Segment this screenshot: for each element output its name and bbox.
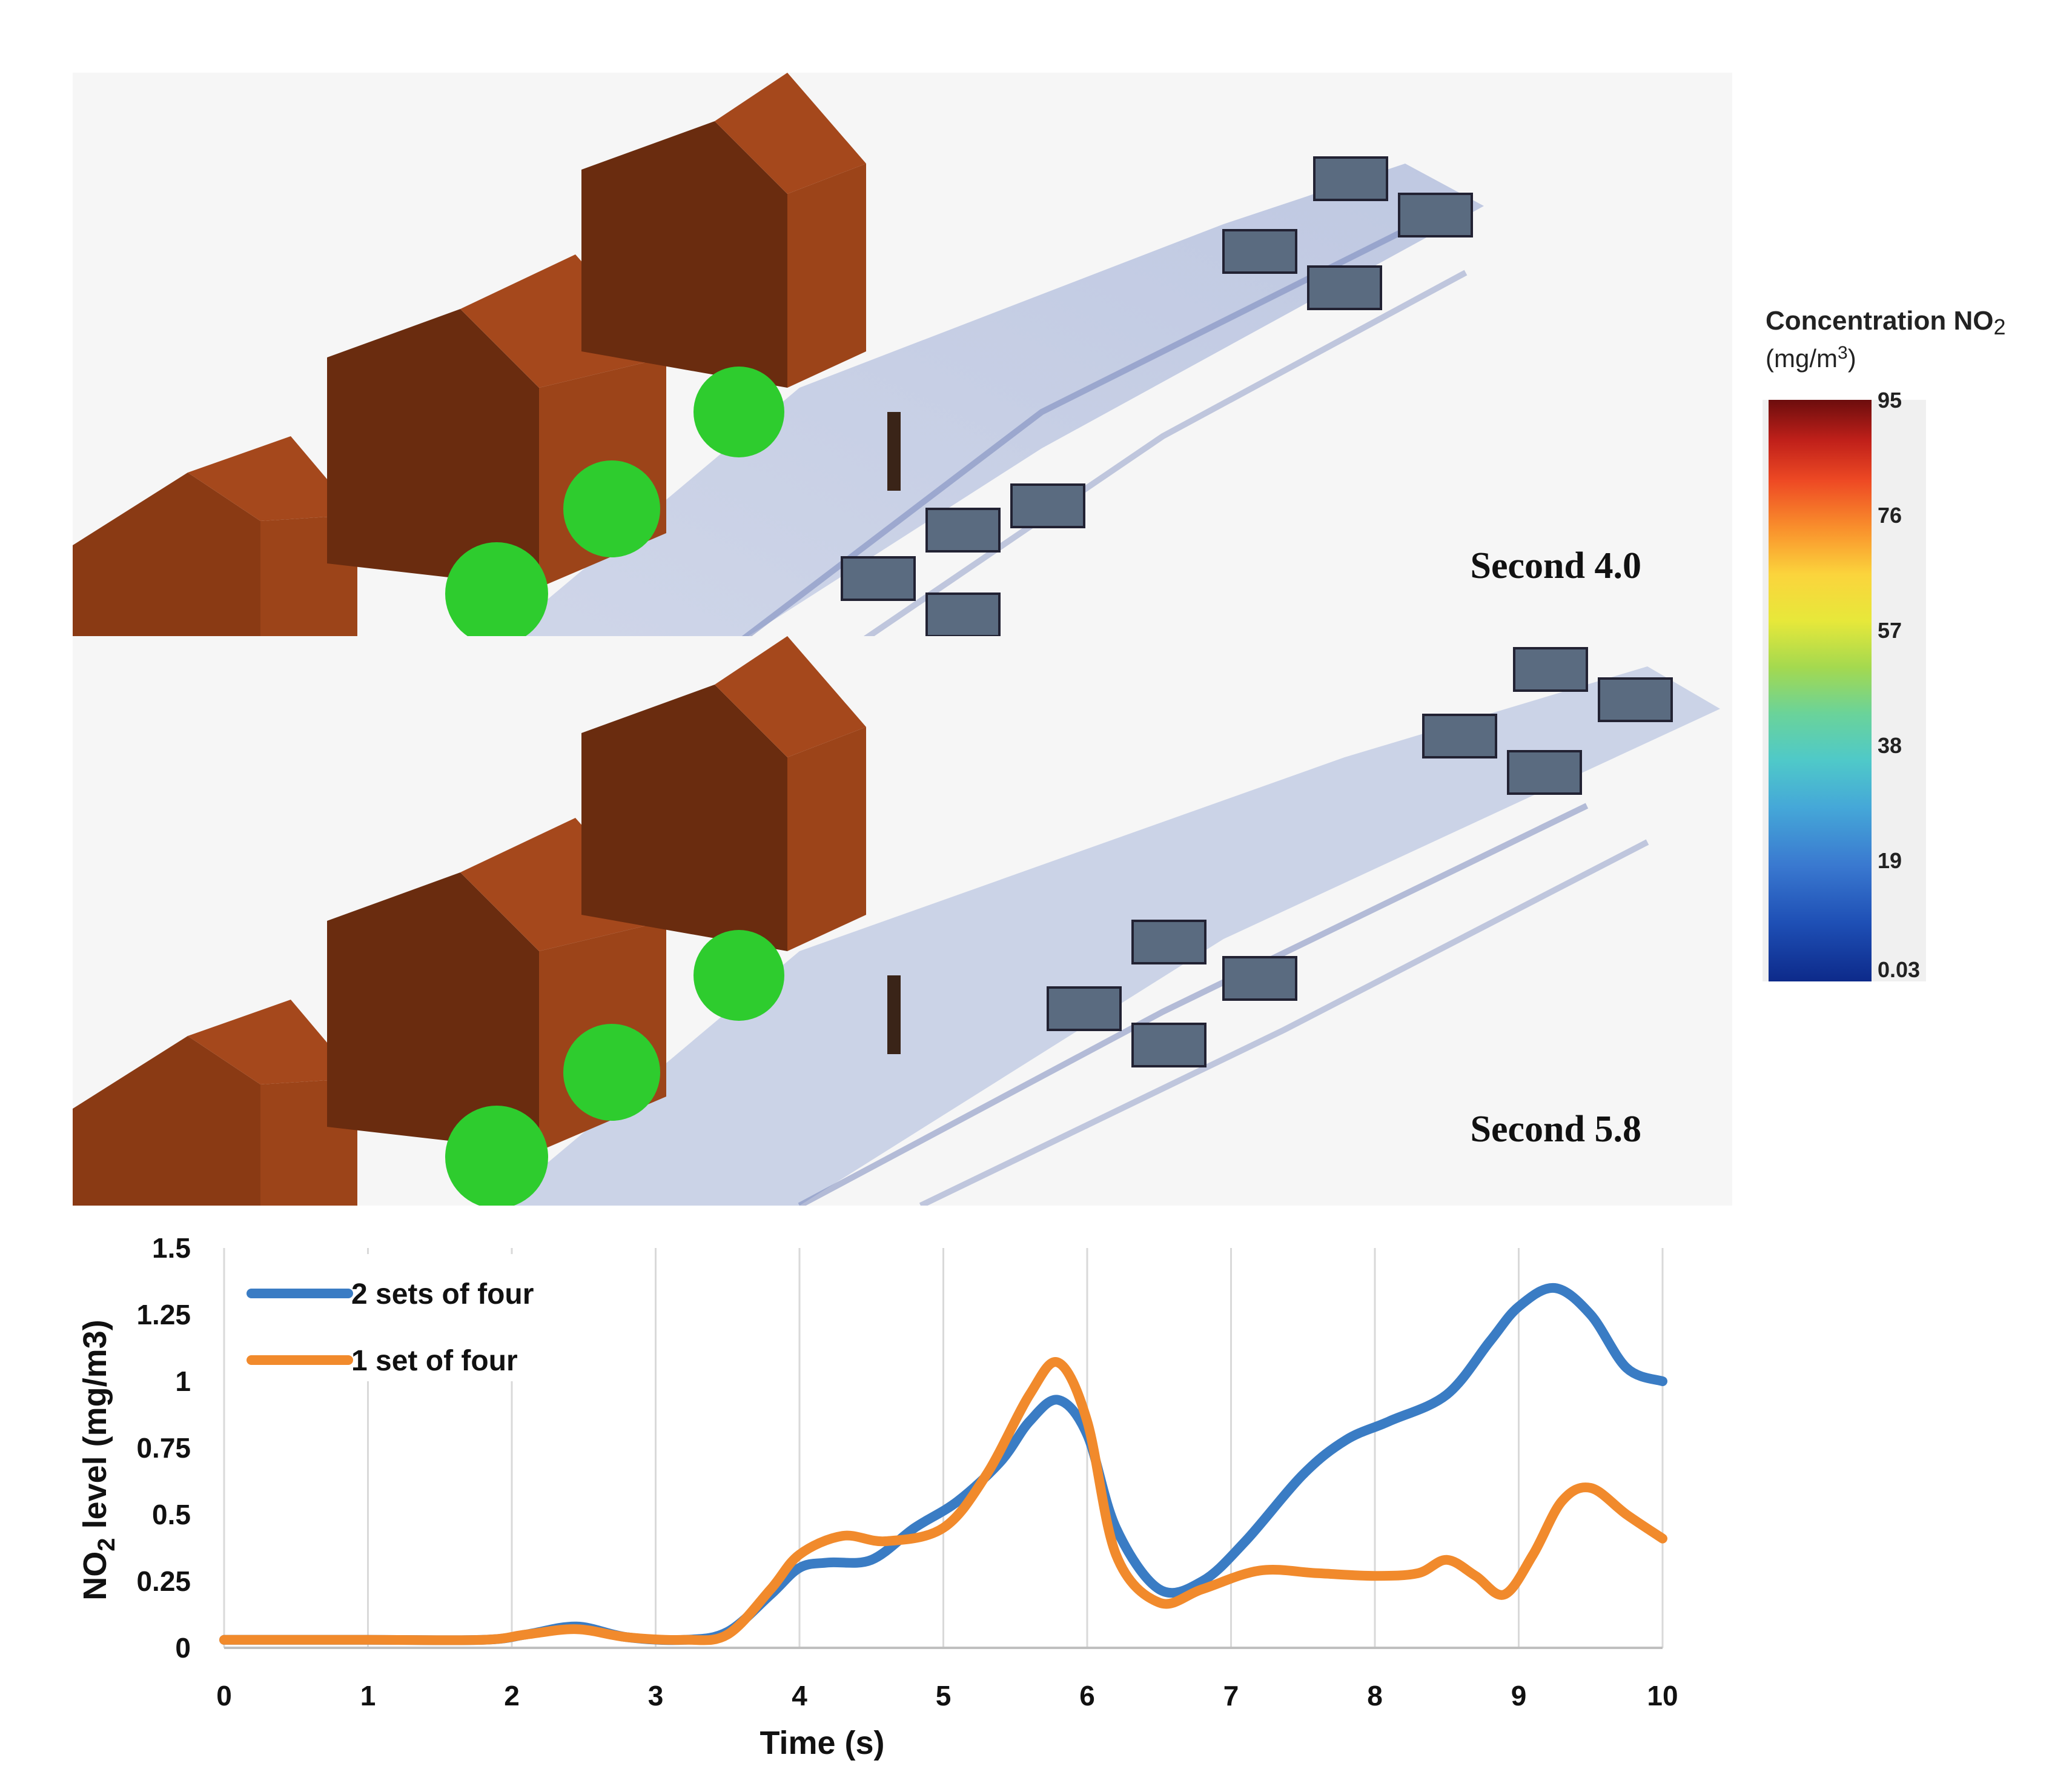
x-tick-label: 0 — [216, 1680, 232, 1711]
cfd-snapshot-panel-1: Second 4.0 — [73, 73, 1732, 642]
y-tick-label: 1.5 — [152, 1232, 191, 1264]
x-tick-label: 5 — [936, 1680, 952, 1711]
colorbar-unit-text: (mg/m — [1766, 344, 1838, 373]
y-tick-label: 0 — [175, 1632, 191, 1664]
colorbar-gradient — [1769, 400, 1872, 981]
x-axis-label: Time (s) — [760, 1725, 884, 1761]
x-tick-label: 7 — [1223, 1680, 1239, 1711]
x-tick-label: 10 — [1647, 1680, 1678, 1711]
tree — [445, 1106, 548, 1206]
colorbar-tick: 0.03 — [1878, 957, 1921, 982]
line-chart-svg: 0 1 2 3 4 5 6 7 8 9 10 0 0.25 0.5 0.75 1 1.25 1.5 Time (s)… — [77, 1232, 1678, 1761]
no2-plume — [497, 666, 1720, 1206]
y-tick-label: 1.25 — [136, 1299, 191, 1330]
colorbar-tick: 57 — [1878, 618, 1902, 643]
vehicles — [1047, 647, 1673, 1067]
timestamp-label: Second 4.0 — [1470, 545, 1641, 586]
y-axis-label: NO2 level (mg/m3) — [77, 1319, 120, 1600]
y-tick-label: 1 — [175, 1366, 191, 1397]
legend-label: 1 set of four — [351, 1345, 518, 1377]
series-line-2 — [219, 1357, 1667, 1645]
tree — [563, 1024, 660, 1121]
tree — [693, 367, 784, 457]
x-tick-label: 8 — [1367, 1680, 1383, 1711]
y-tick-label: 0.25 — [136, 1565, 191, 1597]
x-tick-label: 9 — [1511, 1680, 1527, 1711]
pole — [887, 412, 901, 491]
house-3 — [581, 636, 866, 951]
colorbar-title-subscript: 2 — [1993, 314, 2006, 339]
colorbar-title-text: Concentration NO — [1766, 306, 1994, 336]
house-3 — [581, 73, 866, 388]
colorbar-tick: 38 — [1878, 733, 1902, 758]
house-1 — [73, 436, 357, 642]
tree — [563, 460, 660, 557]
cfd-scene-1 — [73, 73, 1484, 642]
timestamp-label: Second 5.8 — [1470, 1109, 1641, 1150]
colorbar-tick: 76 — [1878, 503, 1902, 528]
tree — [445, 542, 548, 642]
x-tick-label: 1 — [360, 1680, 376, 1711]
x-tick-label: 2 — [504, 1680, 520, 1711]
colorbar: 95 76 57 38 19 0.03 — [1763, 388, 1926, 982]
colorbar-tick: 19 — [1878, 848, 1902, 873]
line-chart: 0 1 2 3 4 5 6 7 8 9 10 0 0.25 0.5 0.75 1 1.25 1.5 Time (s)… — [0, 1224, 1732, 1786]
vehicles — [841, 156, 1473, 637]
legend-label: 2 sets of four — [351, 1278, 534, 1310]
cfd-scene-2 — [73, 636, 1720, 1206]
x-tick-label: 6 — [1079, 1680, 1095, 1711]
cfd-snapshot-panel-2: Second 5.8 — [73, 636, 1732, 1206]
tree — [693, 930, 784, 1021]
y-tick-label: 0.75 — [136, 1432, 191, 1464]
y-tick-label: 0.5 — [152, 1499, 191, 1530]
colorbar-unit-end: ) — [1847, 344, 1856, 373]
x-tick-label: 3 — [648, 1680, 664, 1711]
house-1 — [73, 1000, 357, 1206]
x-tick-label: 4 — [792, 1680, 807, 1711]
no2-plume — [497, 164, 1484, 642]
colorbar-title: Concentration NO2 (mg/m3) — [1766, 303, 2005, 380]
colorbar-tick: 95 — [1878, 388, 1902, 413]
colorbar-unit-superscript: 3 — [1838, 343, 1848, 363]
pole — [887, 975, 901, 1054]
